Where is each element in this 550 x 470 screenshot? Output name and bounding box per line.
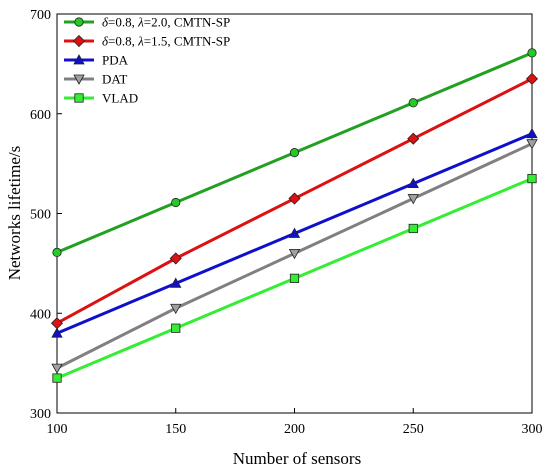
x-axis-title: Number of sensors: [233, 449, 361, 468]
data-point: [51, 327, 63, 338]
legend-entry: VLAD: [64, 91, 138, 106]
y-axis-title: Networks lifetime/s: [5, 146, 24, 281]
data-point: [407, 194, 419, 205]
legend-entry: δ=0.8, λ=1.5, CMTN-SP: [64, 34, 230, 49]
data-point: [289, 273, 300, 283]
data-point: [170, 303, 182, 315]
x-tick-label: 200: [284, 422, 305, 437]
data-point: [407, 132, 420, 145]
plot-frame: [56, 13, 533, 414]
series-1: [52, 48, 537, 258]
legend-label: δ=0.8, λ=1.5, CMTN-SP: [102, 34, 230, 49]
data-point: [52, 247, 62, 258]
y-tick-label: 600: [30, 108, 51, 123]
series-layer: [50, 48, 539, 383]
data-point: [525, 72, 539, 85]
data-point: [171, 323, 181, 333]
legend-label: δ=0.8, λ=2.0, CMTN-SP: [102, 15, 230, 30]
data-point: [52, 373, 62, 383]
data-point: [407, 177, 419, 188]
y-tick-label: 500: [30, 208, 51, 223]
x-tick-label: 100: [47, 422, 68, 437]
data-point: [288, 192, 301, 205]
data-point: [170, 277, 182, 288]
y-tick-label: 300: [30, 407, 51, 422]
y-tick-label: 700: [30, 8, 51, 23]
legend-label: PDA: [102, 53, 129, 68]
series-3: [51, 127, 538, 338]
legend-label: DAT: [102, 72, 127, 87]
x-tick-label: 150: [165, 422, 186, 437]
data-point: [289, 148, 300, 158]
legend-label: VLAD: [102, 91, 138, 106]
data-point: [527, 173, 537, 184]
axes: 100 150 200 250 300 300 400 500 600 700: [30, 8, 543, 437]
data-point: [288, 248, 301, 260]
series-5: [52, 173, 537, 383]
y-tick-label: 400: [30, 307, 51, 322]
data-point: [408, 98, 418, 108]
data-point: [74, 93, 84, 103]
data-point: [72, 34, 86, 48]
data-point: [526, 139, 538, 150]
x-tick-label: 250: [403, 422, 424, 437]
data-point: [74, 17, 84, 27]
data-point: [171, 197, 181, 208]
data-point: [526, 127, 538, 139]
data-point: [169, 252, 182, 265]
legend-entry: DAT: [64, 72, 127, 87]
data-point: [408, 223, 418, 234]
data-point: [51, 363, 63, 374]
series-2: [50, 72, 539, 330]
legend-entry: PDA: [64, 53, 129, 68]
data-point: [288, 227, 301, 238]
data-point: [73, 74, 85, 85]
data-point: [527, 48, 537, 58]
series-4: [51, 139, 538, 374]
legend: δ=0.8, λ=2.0, CMTN-SP δ=0.8, λ=1.5, CMTN-…: [64, 15, 230, 106]
data-point: [73, 54, 85, 65]
data-point: [50, 317, 64, 330]
legend-entry: δ=0.8, λ=2.0, CMTN-SP: [64, 15, 230, 30]
x-tick-label: 300: [522, 422, 543, 437]
